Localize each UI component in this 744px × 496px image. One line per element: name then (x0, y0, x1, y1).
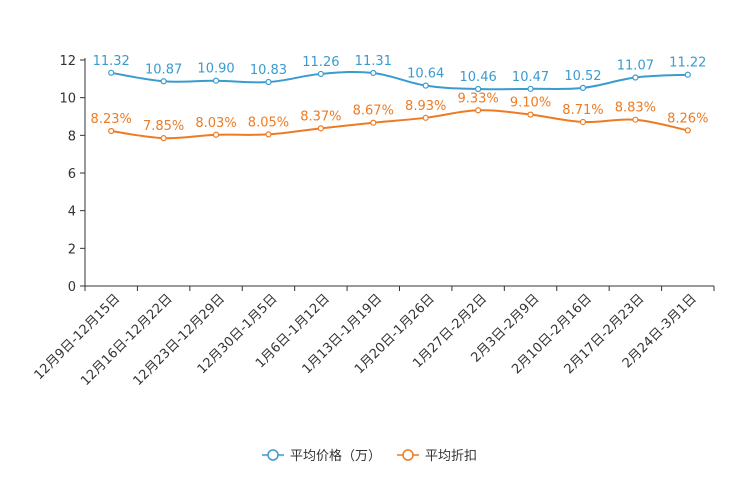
data-point (684, 127, 691, 134)
legend-label: 平均价格（万） (290, 448, 381, 464)
data-point (108, 69, 115, 76)
data-point (265, 78, 272, 86)
x-tick-label: 12月9日-12月15日 (32, 291, 124, 383)
data-label: 10.46 (460, 70, 497, 85)
data-point (212, 77, 220, 84)
data-label: 8.26% (667, 111, 708, 126)
data-point (422, 114, 429, 121)
data-point (370, 69, 377, 77)
data-point (265, 131, 272, 138)
data-label: 11.32 (93, 54, 130, 69)
legend-marker (267, 449, 279, 461)
legend-label: 平均折扣 (425, 449, 477, 464)
y-tick-label: 10 (59, 92, 76, 107)
data-label: 8.83% (615, 101, 656, 116)
data-label: 10.64 (407, 67, 444, 82)
y-tick-label: 6 (68, 167, 76, 182)
data-label: 8.93% (405, 99, 446, 114)
data-label: 8.37% (300, 109, 341, 124)
legend-item-2: 平均折扣 (397, 449, 477, 464)
data-point (475, 85, 482, 93)
legend-marker (402, 449, 414, 461)
data-point (527, 111, 534, 118)
data-label: 11.22 (669, 56, 706, 71)
data-point (317, 125, 324, 132)
y-tick-label: 8 (68, 129, 76, 144)
data-point (579, 118, 587, 126)
data-point (527, 85, 534, 92)
data-label: 10.47 (512, 70, 549, 85)
data-point (160, 135, 167, 142)
data-label: 11.26 (302, 55, 339, 70)
data-point (212, 131, 220, 138)
data-label: 10.87 (145, 62, 182, 77)
data-point (632, 74, 639, 81)
data-label: 11.07 (617, 59, 654, 74)
data-label: 8.23% (91, 112, 132, 127)
data-point (579, 84, 587, 91)
y-tick-label: 4 (68, 205, 76, 220)
data-label: 7.85% (143, 119, 184, 134)
data-label: 11.31 (355, 54, 392, 69)
legend-item-1: 平均价格（万） (262, 448, 381, 464)
y-tick-label: 12 (59, 54, 76, 69)
x-tick-label: 12月16日-12月22日 (78, 291, 175, 388)
data-point (684, 71, 691, 78)
data-label: 8.03% (195, 116, 236, 131)
series-line-1 (111, 70, 688, 91)
data-point (370, 119, 377, 126)
data-point (422, 82, 429, 89)
y-tick-label: 0 (68, 280, 76, 295)
series-line-2 (111, 109, 688, 140)
data-label: 10.83 (250, 63, 287, 78)
data-label: 9.10% (510, 96, 551, 111)
y-tick-label: 2 (68, 242, 76, 257)
data-point (160, 78, 167, 85)
data-label: 8.71% (562, 103, 603, 118)
data-label: 8.67% (353, 104, 394, 119)
data-label: 8.05% (248, 115, 289, 130)
data-point (632, 116, 639, 123)
x-tick-label: 12月23日-12月29日 (131, 291, 228, 388)
data-point (108, 127, 115, 135)
data-point (475, 107, 482, 114)
data-label: 9.33% (457, 91, 498, 106)
data-label: 10.52 (564, 69, 601, 84)
data-point (317, 70, 324, 78)
data-label: 10.90 (197, 62, 234, 77)
